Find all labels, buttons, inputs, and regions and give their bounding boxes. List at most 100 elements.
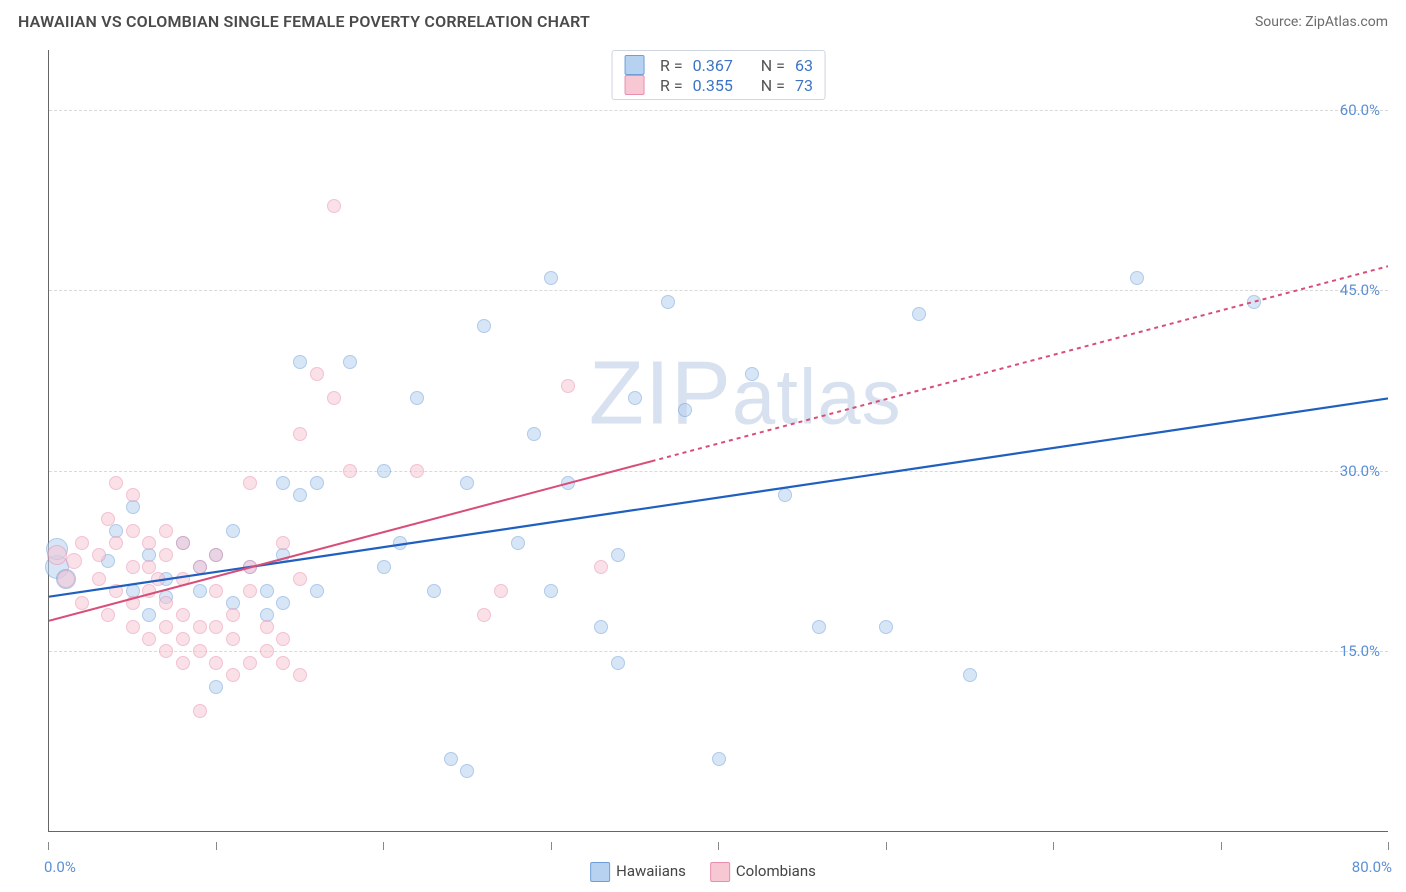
x-tick: [1388, 842, 1389, 850]
data-point-colombians: [343, 464, 357, 478]
stat-label: R =: [660, 56, 683, 75]
data-point-colombians: [193, 560, 207, 574]
data-point-colombians: [276, 656, 290, 670]
y-tick-label: 15.0%: [1340, 642, 1380, 660]
data-point-colombians: [151, 572, 165, 586]
legend-label: Hawaiians: [616, 862, 686, 880]
data-point-hawaiians: [778, 488, 792, 502]
data-point-hawaiians: [460, 476, 474, 490]
x-tick: [48, 842, 49, 850]
x-tick: [216, 842, 217, 850]
data-point-colombians: [92, 572, 106, 586]
data-point-colombians: [209, 656, 223, 670]
data-point-hawaiians: [393, 536, 407, 550]
data-point-colombians: [66, 553, 82, 569]
x-max-label: 80.0%: [1352, 858, 1392, 876]
data-point-colombians: [57, 570, 75, 588]
x-tick: [383, 842, 384, 850]
data-point-colombians: [142, 536, 156, 550]
data-point-colombians: [159, 548, 173, 562]
data-point-colombians: [101, 608, 115, 622]
x-tick: [1221, 842, 1222, 850]
data-point-hawaiians: [963, 668, 977, 682]
data-point-colombians: [327, 199, 341, 213]
data-point-hawaiians: [410, 391, 424, 405]
data-point-hawaiians: [310, 584, 324, 598]
legend-item: Hawaiians: [590, 862, 686, 882]
data-point-colombians: [477, 608, 491, 622]
data-point-colombians: [126, 596, 140, 610]
data-point-colombians: [159, 644, 173, 658]
stat-label: N =: [761, 76, 785, 95]
data-point-hawaiians: [912, 307, 926, 321]
data-point-colombians: [260, 644, 274, 658]
data-point-colombians: [594, 560, 608, 574]
data-point-colombians: [126, 488, 140, 502]
legend-swatch: [624, 75, 644, 95]
data-point-hawaiians: [544, 584, 558, 598]
data-point-hawaiians: [661, 295, 675, 309]
data-point-hawaiians: [594, 620, 608, 634]
r-value: 0.367: [693, 56, 733, 75]
data-point-colombians: [92, 548, 106, 562]
data-point-colombians: [276, 632, 290, 646]
data-point-hawaiians: [126, 500, 140, 514]
data-point-colombians: [494, 584, 508, 598]
data-point-colombians: [209, 620, 223, 634]
y-tick-label: 60.0%: [1340, 101, 1380, 119]
data-point-hawaiians: [460, 764, 474, 778]
data-point-hawaiians: [209, 680, 223, 694]
stats-legend: R =0.367 N =63R =0.355 N =73: [611, 50, 826, 100]
data-point-hawaiians: [879, 620, 893, 634]
data-point-colombians: [209, 548, 223, 562]
chart-source: Source: ZipAtlas.com: [1255, 14, 1388, 30]
data-point-colombians: [293, 427, 307, 441]
data-point-colombians: [159, 596, 173, 610]
trendline-colombians: [652, 266, 1388, 461]
data-point-colombians: [293, 668, 307, 682]
data-point-hawaiians: [260, 584, 274, 598]
legend-label: Colombians: [736, 862, 816, 880]
data-point-colombians: [101, 512, 115, 526]
data-point-hawaiians: [276, 476, 290, 490]
gridline: [49, 110, 1388, 111]
data-point-hawaiians: [812, 620, 826, 634]
data-point-hawaiians: [310, 476, 324, 490]
data-point-colombians: [176, 608, 190, 622]
data-point-hawaiians: [611, 548, 625, 562]
data-point-colombians: [243, 476, 257, 490]
data-point-colombians: [226, 668, 240, 682]
data-point-colombians: [243, 560, 257, 574]
data-point-colombians: [193, 704, 207, 718]
data-point-hawaiians: [226, 524, 240, 538]
data-point-hawaiians: [1247, 295, 1261, 309]
data-point-colombians: [561, 379, 575, 393]
x-tick: [551, 842, 552, 850]
data-point-colombians: [193, 644, 207, 658]
n-value: 63: [795, 56, 813, 75]
data-point-colombians: [109, 476, 123, 490]
data-point-colombians: [75, 596, 89, 610]
chart-title: HAWAIIAN VS COLOMBIAN SINGLE FEMALE POVE…: [18, 12, 590, 31]
data-point-colombians: [176, 572, 190, 586]
data-point-hawaiians: [427, 584, 441, 598]
data-point-hawaiians: [276, 596, 290, 610]
stats-row-colombians: R =0.355 N =73: [624, 75, 813, 95]
x-min-label: 0.0%: [44, 858, 76, 876]
stats-row-hawaiians: R =0.367 N =63: [624, 55, 813, 75]
data-point-hawaiians: [712, 752, 726, 766]
y-tick-label: 30.0%: [1340, 462, 1380, 480]
gridline: [49, 471, 1388, 472]
data-point-colombians: [109, 584, 123, 598]
x-ticks: [48, 842, 1388, 852]
data-point-hawaiians: [477, 319, 491, 333]
data-point-hawaiians: [611, 656, 625, 670]
data-point-colombians: [126, 524, 140, 538]
data-point-hawaiians: [193, 584, 207, 598]
gridline: [49, 290, 1388, 291]
data-point-colombians: [75, 536, 89, 550]
data-point-colombians: [176, 536, 190, 550]
data-point-colombians: [327, 391, 341, 405]
n-value: 73: [795, 76, 813, 95]
data-point-hawaiians: [561, 476, 575, 490]
